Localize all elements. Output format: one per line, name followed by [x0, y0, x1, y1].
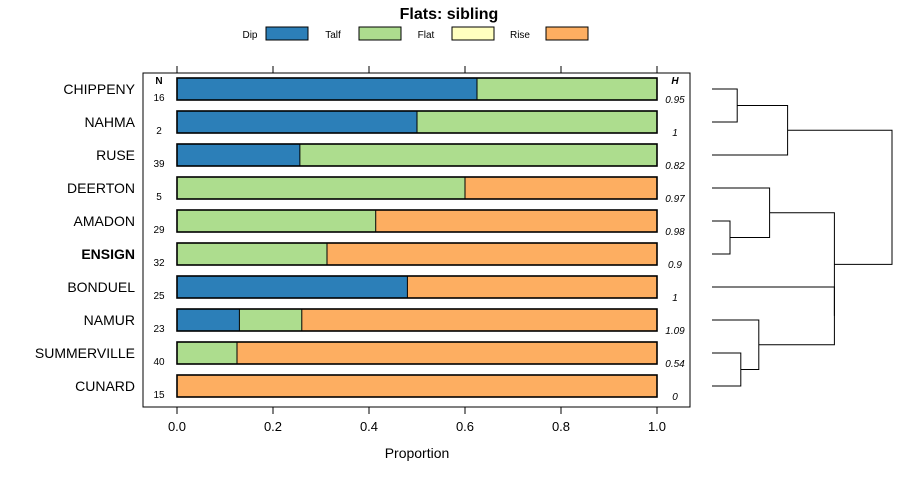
- n-value: 32: [153, 258, 165, 269]
- dendrogram-link: [712, 319, 760, 370]
- x-tick-label: 0.0: [168, 419, 186, 434]
- h-column-header: H: [671, 76, 679, 87]
- x-axis-label: Proportion: [385, 445, 450, 461]
- h-value: 1.09: [665, 326, 685, 337]
- bar-outline: [176, 110, 658, 134]
- chart-title: Flats: sibling: [400, 6, 499, 23]
- n-value: 39: [153, 159, 165, 170]
- category-label: SUMMERVILLE: [35, 345, 135, 361]
- x-tick-label: 0.4: [360, 419, 378, 434]
- category-label: CHIPPENY: [63, 81, 135, 97]
- n-value: 15: [153, 390, 165, 401]
- legend-label-dip: Dip: [242, 30, 257, 41]
- h-value: 1: [672, 293, 678, 304]
- n-column-header: N: [155, 76, 162, 87]
- x-tick-label: 1.0: [648, 419, 666, 434]
- bar-segment-dip: [177, 309, 240, 331]
- h-value: 0.95: [665, 95, 685, 106]
- n-value: 40: [153, 357, 165, 368]
- bar-outline: [176, 176, 658, 200]
- x-tick-label: 0.6: [456, 419, 474, 434]
- x-tick-label: 0.8: [552, 419, 570, 434]
- h-value: 0.98: [665, 227, 685, 238]
- bar-segment-talf: [477, 78, 657, 100]
- bar-outline: [176, 242, 658, 266]
- bar-outline: [176, 275, 658, 299]
- h-value: 0: [672, 392, 678, 403]
- bar-segment-talf: [177, 177, 465, 199]
- dendrogram-link: [712, 187, 771, 238]
- n-value: 16: [153, 93, 165, 104]
- legend-swatch-rise: [545, 26, 589, 41]
- legend: Dip Talf Flat Rise: [242, 26, 589, 41]
- n-value: 25: [153, 291, 165, 302]
- h-value: 0.9: [668, 260, 682, 271]
- category-label: AMADON: [74, 213, 135, 229]
- bar-segment-talf: [177, 342, 237, 364]
- bar-segment-rise: [465, 177, 657, 199]
- dendrogram-link: [712, 352, 742, 387]
- n-value: 29: [153, 225, 165, 236]
- bar-segment-talf: [177, 210, 376, 232]
- bar-outline: [176, 374, 658, 398]
- h-value: 0.97: [665, 194, 685, 205]
- bar-segment-rise: [237, 342, 657, 364]
- bar-segment-dip: [177, 111, 417, 133]
- category-label: DEERTON: [67, 180, 135, 196]
- category-label: RUSE: [96, 147, 135, 163]
- bar-segment-talf: [417, 111, 657, 133]
- dendrogram-link: [769, 212, 835, 316]
- bar-segment-talf: [239, 309, 302, 331]
- dendrogram-link: [712, 88, 738, 123]
- bar-outline: [176, 209, 658, 233]
- h-value: 0.82: [665, 161, 685, 172]
- x-axis: 0.0 0.2 0.4 0.6 0.8 1.0: [168, 66, 666, 434]
- dendrogram-link: [712, 105, 789, 156]
- category-label: NAMUR: [84, 312, 135, 328]
- category-label: CUNARD: [75, 378, 135, 394]
- bar-segment-dip: [177, 144, 300, 166]
- bar-segment-rise: [301, 309, 657, 331]
- bars: [176, 77, 658, 398]
- h-value: 0.54: [665, 359, 685, 370]
- n-value: 2: [156, 126, 162, 137]
- category-label: NAHMA: [84, 114, 135, 130]
- plot-frame: [142, 72, 691, 408]
- category-label: ENSIGN: [81, 246, 135, 262]
- legend-swatch-flat: [451, 26, 495, 41]
- bar-outline: [176, 341, 658, 365]
- category-labels: CHIPPENY 16 0.95 NAHMA 2 1 RUSE 39 0.82 DEERTON 5 0…: [35, 81, 685, 403]
- dendrogram-link: [712, 220, 731, 255]
- bar-segment-talf: [177, 243, 327, 265]
- bar-segment-rise: [375, 210, 657, 232]
- bar-segment-dip: [177, 78, 477, 100]
- legend-swatch-talf: [358, 26, 402, 41]
- bar-segment-rise: [177, 375, 657, 397]
- category-label: BONDUEL: [67, 279, 135, 295]
- bar-segment-dip: [177, 276, 408, 298]
- bar-segment-talf: [299, 144, 657, 166]
- bar-outline: [176, 308, 658, 332]
- n-value: 23: [153, 324, 165, 335]
- bar-outline: [176, 143, 658, 167]
- x-tick-label: 0.2: [264, 419, 282, 434]
- legend-label-rise: Rise: [510, 30, 530, 41]
- bar-segment-rise: [327, 243, 657, 265]
- h-value: 1: [672, 128, 678, 139]
- legend-label-flat: Flat: [418, 30, 435, 41]
- dendrogram-link: [712, 286, 835, 346]
- legend-label-talf: Talf: [325, 30, 341, 41]
- bar-segment-rise: [407, 276, 657, 298]
- dendrogram: [712, 88, 893, 387]
- bar-outline: [176, 77, 658, 101]
- n-value: 5: [156, 192, 162, 203]
- dendrogram-link: [787, 129, 893, 265]
- legend-swatch-dip: [265, 26, 309, 41]
